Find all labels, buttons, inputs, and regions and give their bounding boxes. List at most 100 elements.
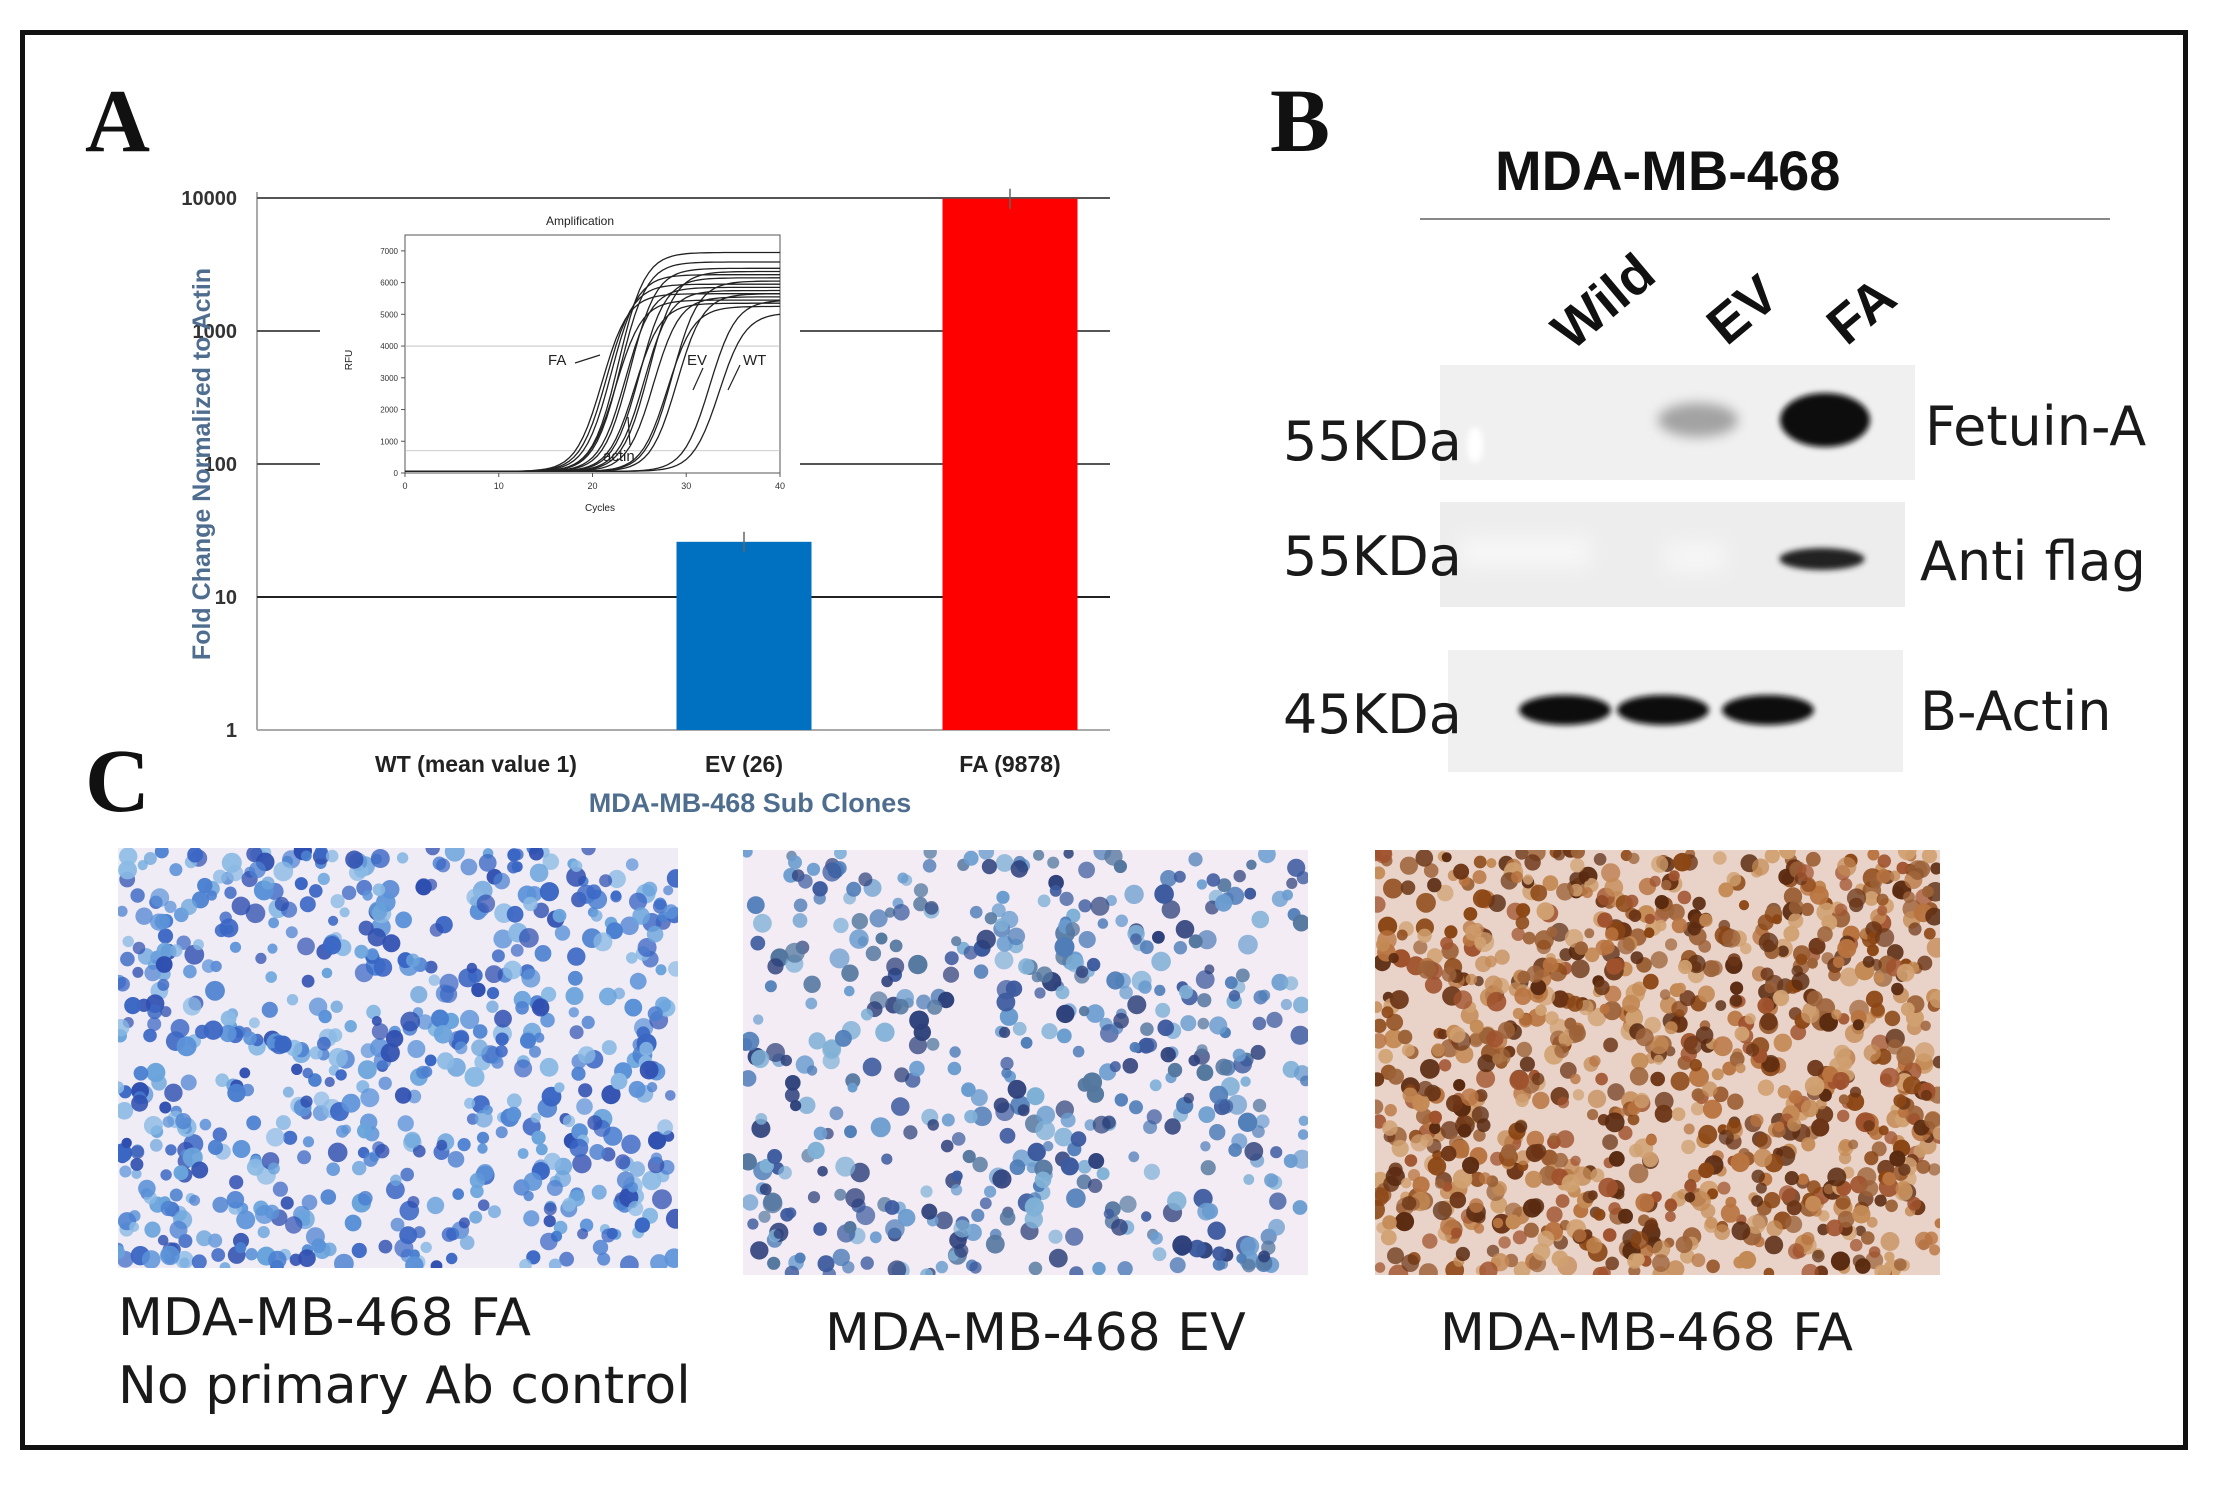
cell — [528, 848, 544, 861]
cell — [1034, 987, 1046, 999]
cell — [1876, 893, 1889, 906]
bar-chart-y-ticks: 1 10 100 1000 10000 — [181, 188, 237, 742]
cell — [1788, 1243, 1805, 1260]
cell — [1757, 914, 1774, 931]
cell — [792, 913, 808, 928]
cell — [1078, 1005, 1090, 1017]
cell — [1188, 852, 1203, 867]
cell — [285, 1216, 303, 1234]
cell — [1764, 1235, 1784, 1255]
cell — [436, 858, 451, 873]
cell — [1232, 1048, 1246, 1062]
cell — [1702, 1081, 1718, 1097]
cell — [523, 1172, 543, 1191]
cell — [385, 1030, 404, 1048]
cell — [1449, 1191, 1467, 1209]
cell — [317, 872, 330, 885]
cell — [1427, 1157, 1447, 1176]
cell — [330, 1000, 343, 1013]
cell — [1882, 1172, 1896, 1186]
cell — [540, 1012, 555, 1028]
cell — [268, 917, 279, 929]
cell — [1269, 1192, 1287, 1210]
cell — [1870, 1002, 1885, 1017]
cell — [1266, 1011, 1283, 1028]
blot-strip-fetuin-a — [1440, 365, 1915, 480]
cell — [1900, 1002, 1915, 1017]
cell — [1175, 920, 1195, 939]
cell — [1700, 1203, 1716, 1219]
inset-y-tick-label: 1000 — [380, 437, 398, 446]
cell — [1381, 1006, 1394, 1019]
cell — [935, 1211, 953, 1230]
cell — [1235, 968, 1250, 983]
cell — [476, 1164, 494, 1182]
cell — [566, 867, 586, 887]
cell — [1284, 976, 1299, 991]
cell — [1238, 934, 1258, 955]
inset-y-label: RFU — [344, 350, 355, 371]
cell — [1298, 1115, 1308, 1126]
cell — [1515, 915, 1530, 930]
cell — [299, 896, 316, 913]
cell — [457, 1138, 471, 1152]
cell — [1077, 1159, 1092, 1174]
cell — [1584, 947, 1600, 963]
cell — [1837, 857, 1857, 877]
cell — [144, 1221, 161, 1238]
cell — [597, 1252, 611, 1266]
cell — [1240, 1236, 1260, 1256]
cell — [1617, 937, 1635, 955]
cell — [1167, 1191, 1187, 1211]
cell — [1750, 1113, 1764, 1127]
cell — [531, 998, 550, 1017]
cell — [1282, 889, 1293, 901]
blot-title: MDA-MB-468 — [1495, 139, 1841, 202]
cell — [1913, 1144, 1927, 1158]
cell — [1138, 980, 1152, 994]
cell — [849, 929, 869, 949]
cell — [219, 1262, 231, 1268]
cell — [151, 1075, 167, 1091]
cell — [1270, 1146, 1283, 1159]
cell — [1689, 1067, 1709, 1087]
cell — [366, 1004, 381, 1020]
cell — [236, 1210, 256, 1230]
cell — [1429, 1122, 1441, 1135]
cell — [206, 890, 217, 901]
cell — [1777, 1085, 1792, 1099]
cell — [1065, 922, 1080, 937]
cell — [788, 855, 802, 870]
bar-chart-y-tick-label: 10000 — [181, 188, 237, 210]
cell — [294, 877, 308, 891]
cell — [1698, 940, 1712, 953]
cell — [1391, 1139, 1409, 1158]
cell — [1078, 931, 1096, 949]
cell — [495, 1032, 509, 1046]
cell — [1837, 1210, 1855, 1228]
cell — [1589, 1055, 1601, 1067]
cell — [399, 1226, 418, 1245]
cell — [1523, 1222, 1539, 1238]
cell — [913, 883, 929, 898]
cell — [1634, 1092, 1650, 1109]
cell — [459, 1235, 475, 1250]
cell — [1679, 990, 1696, 1007]
cell — [1522, 874, 1534, 885]
cell — [375, 1144, 390, 1159]
cell — [464, 1066, 485, 1087]
blot-band — [1617, 695, 1709, 725]
cell — [953, 1219, 972, 1238]
cell — [1183, 1092, 1195, 1104]
cell — [1570, 1155, 1581, 1166]
cell — [1880, 1067, 1900, 1088]
cell — [300, 1095, 313, 1108]
cell — [1784, 1171, 1799, 1186]
cell — [493, 872, 511, 890]
cell — [150, 888, 170, 908]
cell — [1525, 1170, 1543, 1188]
cell — [1152, 930, 1165, 944]
cell — [862, 1057, 882, 1077]
cell — [417, 1014, 433, 1030]
cell — [488, 1205, 501, 1219]
